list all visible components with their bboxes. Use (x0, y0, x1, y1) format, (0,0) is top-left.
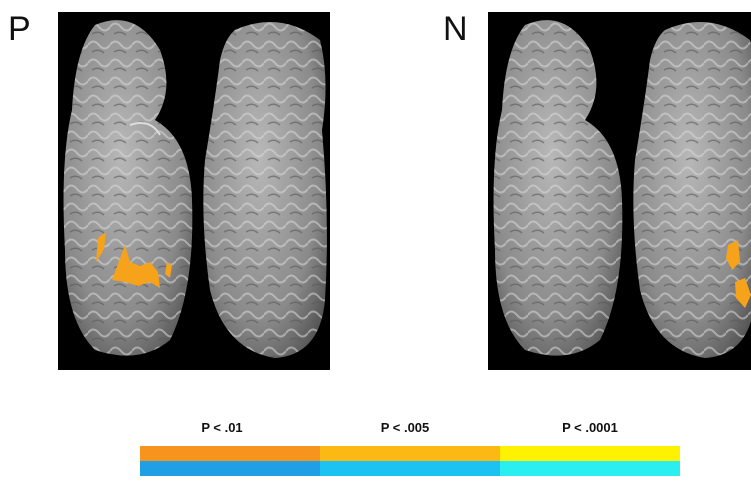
brain-right (203, 22, 327, 358)
brain-right (633, 22, 751, 358)
panel-p: P (8, 10, 330, 370)
panel-label: N (443, 10, 468, 48)
legend: P < .01 P < .005 P < .0001 (140, 420, 680, 476)
legend-swatch (140, 446, 320, 461)
figure: P N P < .01 P < .005 P (0, 0, 751, 483)
panel-label: P (8, 10, 31, 48)
legend-swatch (500, 461, 680, 476)
legend-label: P < .01 (201, 420, 242, 435)
panel-n: N (443, 10, 751, 370)
legend-label: P < .0001 (562, 420, 618, 435)
legend-label: P < .005 (381, 420, 430, 435)
legend-swatch (500, 446, 680, 461)
legend-swatch (140, 461, 320, 476)
legend-swatch (320, 446, 500, 461)
legend-swatch (320, 461, 500, 476)
